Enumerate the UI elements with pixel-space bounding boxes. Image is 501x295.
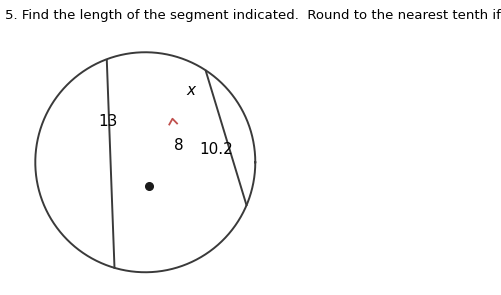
- Text: 8: 8: [174, 138, 183, 153]
- Text: 5. Find the length of the segment indicated.  Round to the nearest tenth if nece: 5. Find the length of the segment indica…: [5, 9, 501, 22]
- Text: 10.2: 10.2: [199, 142, 232, 157]
- Text: 13: 13: [98, 114, 118, 129]
- Text: x: x: [186, 83, 195, 98]
